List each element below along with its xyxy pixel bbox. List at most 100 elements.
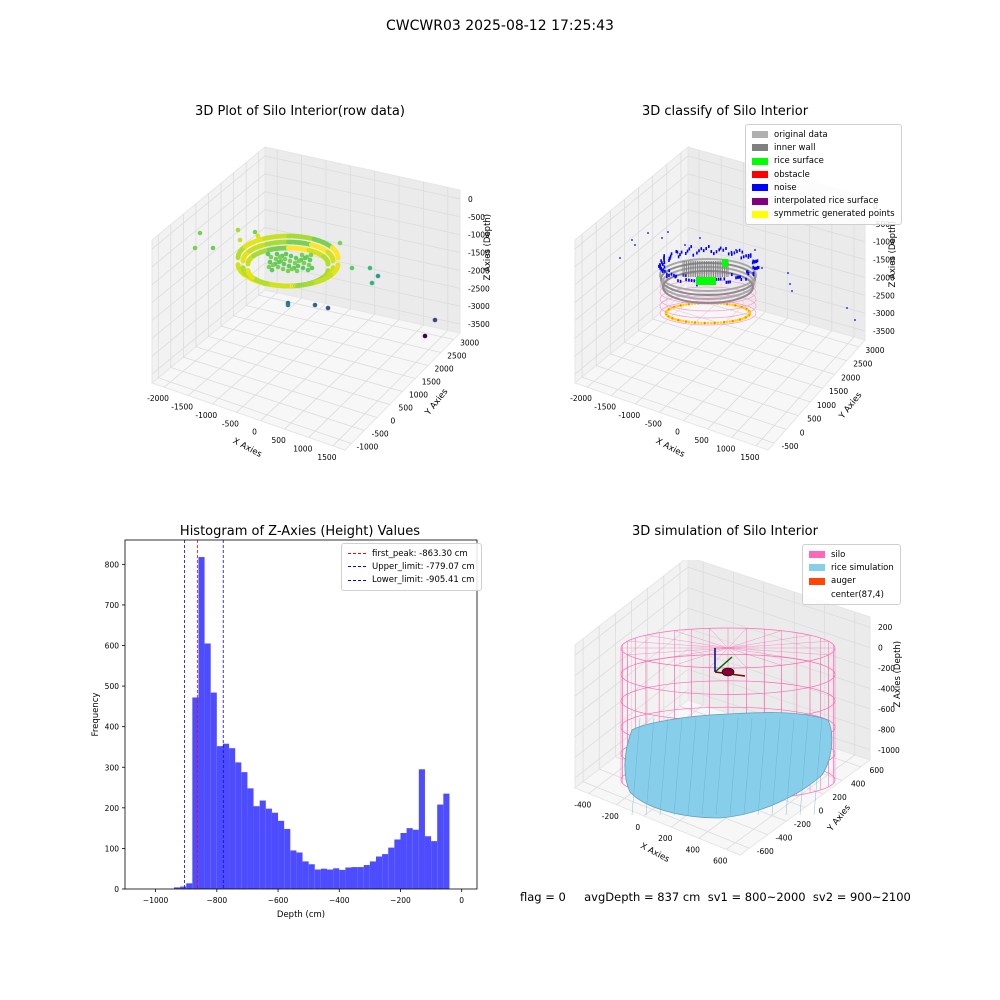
noise-point [663, 259, 665, 263]
raw-point [288, 253, 294, 259]
noise-point [668, 274, 670, 277]
symmetric-point [736, 304, 739, 308]
noise-point [730, 250, 733, 254]
rice-mesh-line [673, 717, 683, 816]
legend-item: interpolated rice surface [752, 194, 895, 207]
silo-wire-spoke [727, 630, 782, 649]
raw-outlier-point [235, 227, 241, 233]
silo-wire-ring [620, 654, 836, 695]
noise-point [735, 276, 737, 280]
raw-outlier-point [375, 273, 381, 279]
noise-point [713, 252, 715, 256]
symmetric-point [677, 318, 680, 322]
raw-outlier-point [422, 333, 428, 339]
noise-point [789, 283, 791, 285]
noise-point [673, 273, 675, 277]
grid-line-y [652, 176, 835, 375]
noise-point [664, 269, 666, 273]
noise-point [742, 255, 745, 259]
x-tick-label: −200 [390, 896, 411, 905]
histogram-bar [400, 833, 407, 889]
y-axis-label: Y Axies [825, 803, 853, 835]
y-tick-label: 200 [832, 793, 847, 802]
legend-label: symmetric generated points [774, 209, 895, 220]
raw-point [308, 252, 314, 258]
symmetric-point [696, 321, 700, 324]
legend-label: Upper_limit: -779.07 cm [372, 561, 475, 572]
legend-label: obstacle [774, 169, 810, 180]
floor-pane [573, 289, 866, 451]
raw-point [295, 263, 301, 269]
grid-line-y [195, 203, 390, 405]
raw-outlier-point [285, 302, 291, 308]
grid-line-z [151, 191, 461, 285]
histogram-bar [308, 864, 315, 889]
raw-outlier-point [312, 302, 318, 308]
x-tick-label: -1500 [594, 403, 616, 412]
y-tick-label: -400 [775, 834, 792, 843]
panel4-title: 3D simulation of Silo Interior [632, 524, 818, 539]
z-tick-label: -3500 [873, 327, 895, 336]
x-tick-label: -1000 [195, 411, 217, 420]
raw-point [307, 257, 313, 263]
noise-point [719, 277, 722, 281]
y-tick-label: -500 [372, 430, 389, 439]
noise-point [663, 256, 665, 260]
symmetric-point [725, 320, 729, 324]
x-axis-label: Depth (cm) [277, 910, 325, 920]
histogram-bar [259, 800, 266, 889]
symmetric-point [734, 304, 737, 307]
z-tick-label: 200 [878, 623, 893, 632]
grid-line-x [726, 612, 856, 850]
histogram-bar [173, 887, 181, 889]
legend-item: noise [752, 181, 895, 194]
silo-wire-spoke [627, 647, 729, 656]
silo-wire-spoke [709, 647, 729, 668]
axes-frame [124, 539, 478, 890]
x-tick-label: -2000 [570, 394, 592, 403]
z-tick-label: 0 [468, 195, 473, 204]
y-tick-label: 2500 [447, 352, 466, 361]
symmetric-point [687, 320, 691, 324]
grid-line-x [707, 181, 811, 430]
raw-outlier-point [432, 317, 438, 323]
inner-wall-ring [659, 258, 757, 292]
noise-point [710, 250, 713, 253]
legend-label: silo [831, 549, 846, 560]
legend-label: center(87,4) [831, 589, 884, 600]
noise-point [700, 247, 703, 251]
histogram-bar [418, 769, 425, 889]
x-tick-label: -1500 [171, 403, 193, 412]
z-tick-label: -3500 [468, 320, 490, 329]
raw-3d-plot: -2000-1500-1000-500050010001500-1000-500… [147, 145, 493, 462]
x-tick-label: -200 [602, 812, 619, 821]
noise-point [708, 245, 710, 248]
z-tick-label: -2500 [468, 284, 490, 293]
histogram-plot: −1000 −800 −600 −400 −200 0 0 100 200 300 400 500 60… [91, 539, 478, 920]
z-tick-label: -1000 [878, 746, 900, 755]
z-tick-label: -1000 [873, 238, 895, 247]
y-tick-label: 3000 [460, 339, 479, 348]
histogram-bar [320, 868, 328, 889]
raw-outlier-point [197, 230, 203, 236]
silo-wire-spoke [727, 634, 811, 649]
noise-point [661, 261, 663, 265]
symmetric-point [728, 303, 732, 306]
noise-point [731, 252, 733, 256]
noise-point [740, 278, 743, 281]
noise-point [738, 275, 740, 279]
silo-wire-spoke [727, 647, 811, 662]
grid-line-z [574, 209, 866, 303]
raw-point [265, 251, 271, 257]
histogram-bar [314, 869, 321, 889]
raw-point [280, 266, 286, 272]
raw-point [235, 262, 241, 268]
figure-title: CWCWR03 2025-08-12 17:25:43 [386, 18, 614, 34]
raw-point [267, 259, 273, 265]
legend-label: inner wall [774, 142, 816, 153]
histogram-bar [210, 692, 217, 889]
noise-point [679, 253, 681, 257]
grid-line-y [157, 234, 352, 444]
rice-mesh-line [771, 717, 781, 816]
grid-line-z [574, 191, 866, 285]
